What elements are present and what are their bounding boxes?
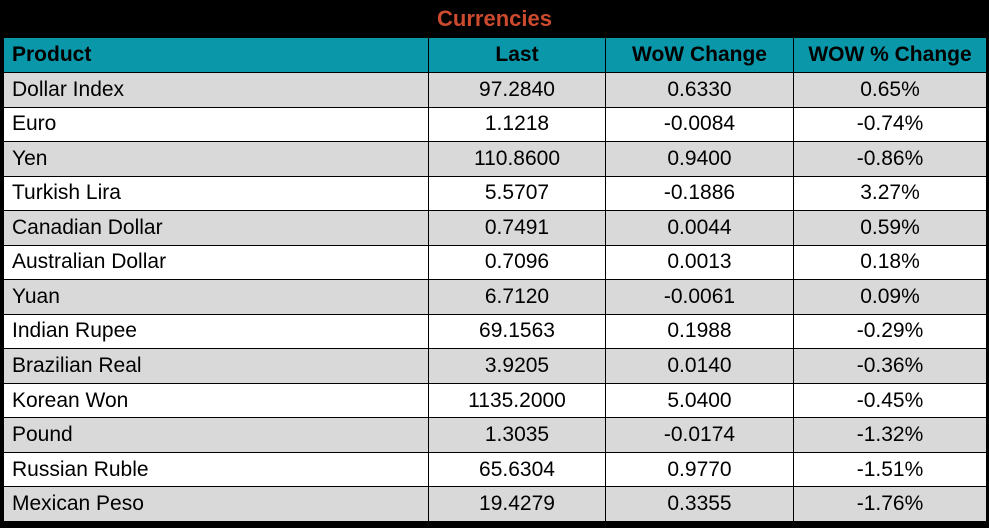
cell-wow-pct-change: -0.29% — [793, 313, 987, 350]
table-row: Indian Rupee 69.1563 0.1988 -0.29% — [3, 313, 987, 350]
table-body: Dollar Index 97.2840 0.6330 0.65% Euro 1.1218… — [3, 72, 987, 522]
table-row: Brazilian Real 3.9205 0.0140 -0.36% — [3, 348, 987, 384]
cell-wow-pct-change: -1.32% — [793, 417, 987, 453]
cell-product: Canadian Dollar — [3, 210, 429, 246]
table-row: Korean Won 1135.2000 5.0400 -0.45% — [3, 382, 987, 419]
cell-wow-change: -0.1886 — [605, 175, 794, 212]
cell-wow-change: 0.9770 — [605, 451, 794, 488]
cell-wow-pct-change: -1.51% — [793, 451, 987, 488]
cell-wow-change: 0.1988 — [605, 313, 794, 350]
cell-wow-pct-change: -0.45% — [793, 382, 987, 419]
header-row: Product Last WoW Change WOW % Change — [3, 37, 987, 73]
cell-product: Yen — [3, 141, 429, 177]
cell-wow-pct-change: -1.76% — [793, 486, 987, 522]
cell-wow-change: 0.0044 — [605, 210, 794, 246]
cell-wow-pct-change: -0.86% — [793, 141, 987, 177]
cell-product: Euro — [3, 106, 429, 143]
cell-product: Yuan — [3, 279, 429, 315]
cell-last: 97.2840 — [428, 72, 606, 108]
column-header-wow-pct-change: WOW % Change — [793, 37, 987, 73]
cell-wow-change: 0.0013 — [605, 244, 794, 281]
cell-wow-change: -0.0061 — [605, 279, 794, 315]
table-row: Mexican Peso 19.4279 0.3355 -1.76% — [3, 486, 987, 522]
table-row: Pound 1.3035 -0.0174 -1.32% — [3, 417, 987, 453]
table-row: Turkish Lira 5.5707 -0.1886 3.27% — [3, 175, 987, 212]
cell-wow-pct-change: 0.59% — [793, 210, 987, 246]
table-row: Canadian Dollar 0.7491 0.0044 0.59% — [3, 210, 987, 246]
cell-last: 65.6304 — [428, 451, 606, 488]
column-header-product: Product — [3, 37, 429, 73]
cell-wow-change: -0.0084 — [605, 106, 794, 143]
cell-last: 1.1218 — [428, 106, 606, 143]
table-title: Currencies — [0, 0, 989, 37]
cell-last: 5.5707 — [428, 175, 606, 212]
cell-product: Brazilian Real — [3, 348, 429, 384]
cell-last: 0.7491 — [428, 210, 606, 246]
table-row: Yuan 6.7120 -0.0061 0.09% — [3, 279, 987, 315]
cell-wow-change: 0.6330 — [605, 72, 794, 108]
cell-last: 1.3035 — [428, 417, 606, 453]
cell-wow-pct-change: 3.27% — [793, 175, 987, 212]
cell-product: Turkish Lira — [3, 175, 429, 212]
cell-last: 110.8600 — [428, 141, 606, 177]
cell-last: 0.7096 — [428, 244, 606, 281]
cell-last: 69.1563 — [428, 313, 606, 350]
cell-product: Korean Won — [3, 382, 429, 419]
cell-last: 3.9205 — [428, 348, 606, 384]
column-header-wow-change: WoW Change — [605, 37, 794, 73]
cell-product: Pound — [3, 417, 429, 453]
cell-last: 6.7120 — [428, 279, 606, 315]
table-row: Russian Ruble 65.6304 0.9770 -1.51% — [3, 451, 987, 488]
currencies-table: Product Last WoW Change WOW % Change Dol… — [3, 37, 987, 522]
cell-wow-pct-change: -0.36% — [793, 348, 987, 384]
cell-wow-pct-change: -0.74% — [793, 106, 987, 143]
table-row: Yen 110.8600 0.9400 -0.86% — [3, 141, 987, 177]
cell-product: Indian Rupee — [3, 313, 429, 350]
table-row: Euro 1.1218 -0.0084 -0.74% — [3, 106, 987, 143]
cell-product: Australian Dollar — [3, 244, 429, 281]
table-row: Dollar Index 97.2840 0.6330 0.65% — [3, 72, 987, 108]
cell-last: 19.4279 — [428, 486, 606, 522]
table-row: Australian Dollar 0.7096 0.0013 0.18% — [3, 244, 987, 281]
cell-product: Russian Ruble — [3, 451, 429, 488]
cell-product: Mexican Peso — [3, 486, 429, 522]
column-header-last: Last — [428, 37, 606, 73]
cell-product: Dollar Index — [3, 72, 429, 108]
cell-wow-change: 0.0140 — [605, 348, 794, 384]
cell-wow-pct-change: 0.65% — [793, 72, 987, 108]
cell-wow-pct-change: 0.18% — [793, 244, 987, 281]
cell-wow-pct-change: 0.09% — [793, 279, 987, 315]
cell-last: 1135.2000 — [428, 382, 606, 419]
cell-wow-change: 0.3355 — [605, 486, 794, 522]
cell-wow-change: 0.9400 — [605, 141, 794, 177]
cell-wow-change: -0.0174 — [605, 417, 794, 453]
cell-wow-change: 5.0400 — [605, 382, 794, 419]
